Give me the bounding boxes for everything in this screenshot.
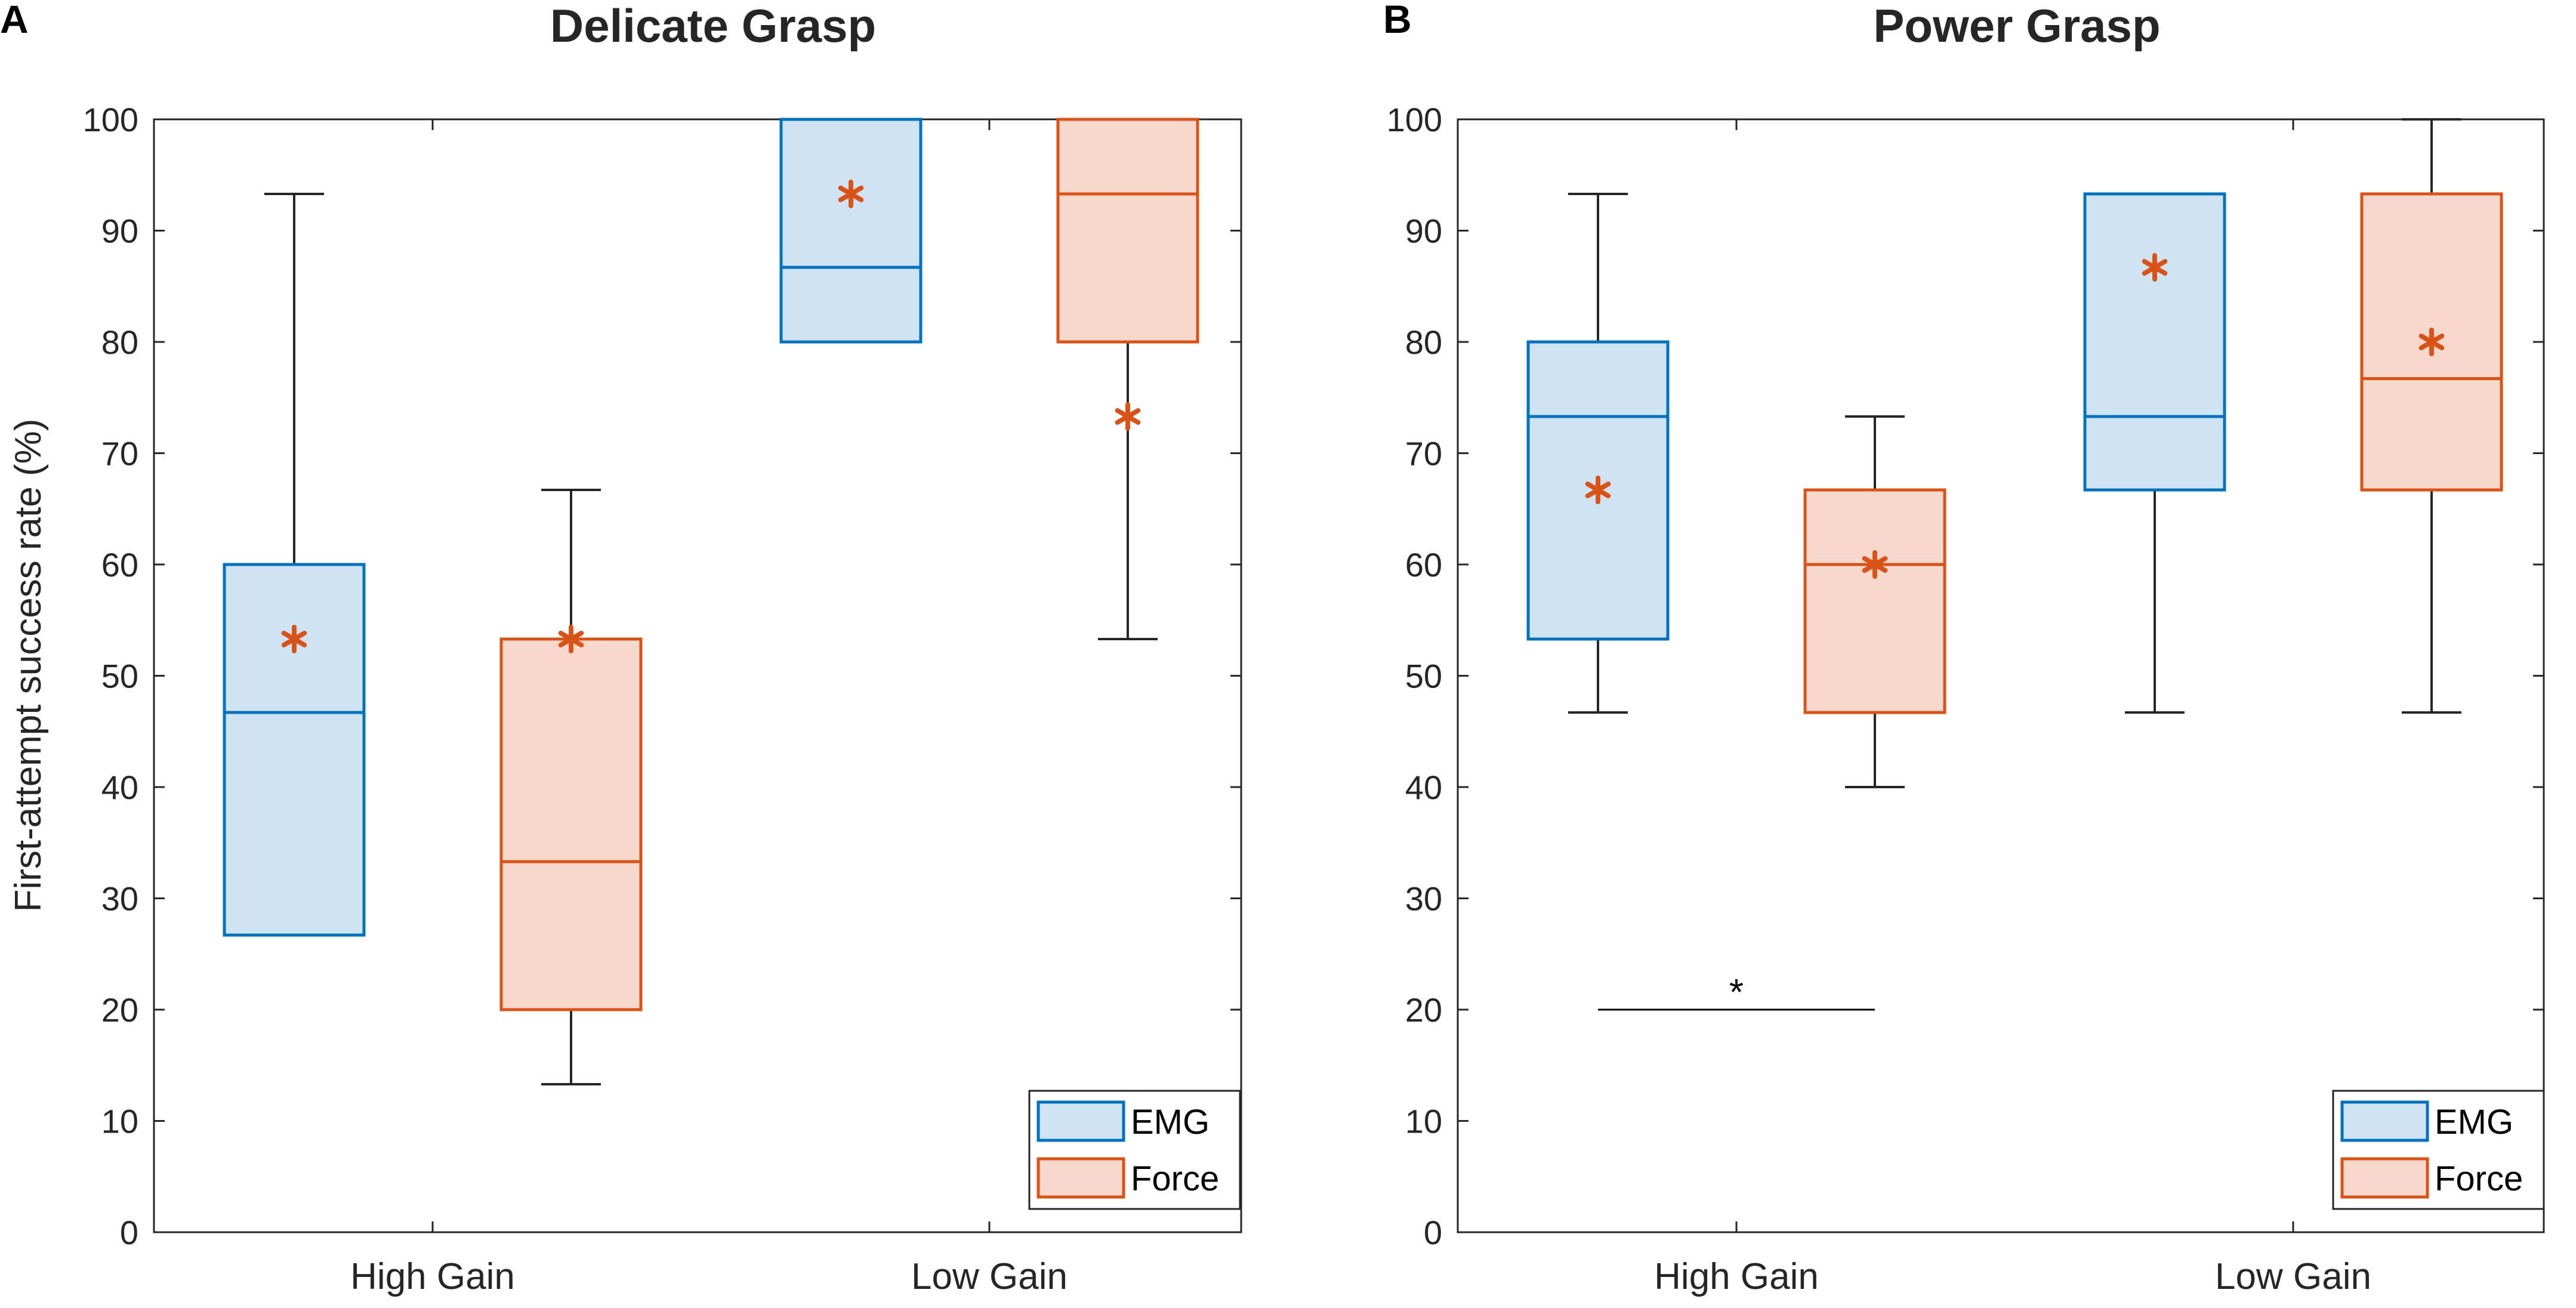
mean-marker-stroke	[1115, 408, 1141, 425]
y-tick-label: 20	[101, 991, 138, 1029]
force-mean-marker	[1862, 550, 1888, 579]
panel-b-plot: 0 10 20 30 40 50 60 70 80 90 100 High Gain Low Gain *	[1387, 101, 2545, 1297]
panel-a-legend-force-swatch	[1036, 1157, 1125, 1199]
mean-marker-stroke	[838, 185, 864, 202]
y-tick-label: 60	[101, 546, 138, 584]
panel-b-title: Power Grasp	[1873, 0, 2160, 52]
force-mean-marker	[558, 624, 584, 653]
y-tick-label: 80	[101, 323, 138, 361]
mean-marker-stroke	[558, 630, 584, 647]
emg-mean-marker	[838, 179, 864, 208]
panel-b-legend-emg-swatch	[2340, 1100, 2429, 1142]
x-category-label: Low Gain	[2215, 1256, 2371, 1297]
panel-b-legend-force-label: Force	[2435, 1159, 2523, 1198]
emg-box	[2083, 192, 2226, 492]
mean-marker-stroke	[2142, 259, 2168, 276]
panel-a-y-axis-label: First-attempt success rate (%)	[8, 419, 49, 912]
panel-b-legend-force-swatch	[2340, 1157, 2429, 1199]
y-tick-label: 30	[101, 880, 138, 918]
y-tick-label: 0	[1424, 1214, 1442, 1251]
y-tick-label: 10	[101, 1103, 138, 1140]
y-tick-label: 90	[1405, 212, 1442, 250]
force-box	[499, 637, 643, 1011]
emg-box	[223, 563, 366, 937]
y-tick-label: 70	[101, 435, 138, 473]
emg-mean-marker	[2142, 253, 2168, 282]
y-tick-label: 50	[1405, 658, 1442, 695]
x-category-label: High Gain	[350, 1256, 515, 1297]
panel-a: A Delicate Grasp First-attempt success r…	[0, 0, 1242, 1297]
mean-marker-stroke	[1862, 556, 1888, 573]
mean-marker-stroke	[281, 630, 307, 647]
panel-a-legend-emg-label: EMG	[1131, 1103, 1210, 1142]
emg-box	[779, 118, 923, 344]
x-category-label: Low Gain	[911, 1256, 1068, 1297]
y-tick-label: 0	[120, 1214, 138, 1251]
y-tick-label: 80	[1405, 323, 1442, 361]
panel-b: B Power Grasp 0 10 20 30 40 50 60 70 80 90 100 High…	[1383, 0, 2545, 1297]
panel-b-letter: B	[1383, 0, 1412, 41]
force-mean-marker	[1115, 402, 1141, 431]
y-tick-label: 40	[101, 769, 138, 806]
panel-a-legend: EMG Force	[1028, 1090, 1241, 1210]
y-tick-label: 30	[1405, 880, 1442, 918]
panel-a-letter: A	[0, 0, 29, 41]
panel-a-legend-emg-swatch	[1036, 1100, 1125, 1142]
y-tick-label: 50	[101, 658, 138, 695]
y-tick-label: 90	[101, 212, 138, 250]
force-box	[1803, 488, 1946, 714]
y-tick-label: 10	[1405, 1103, 1442, 1140]
y-tick-label: 40	[1405, 769, 1442, 806]
panel-a-legend-force-label: Force	[1131, 1159, 1219, 1198]
panel-b-legend-emg-label: EMG	[2435, 1103, 2513, 1142]
significance-star: *	[1729, 972, 1744, 1013]
emg-mean-marker	[1585, 476, 1611, 505]
y-tick-label: 100	[83, 101, 138, 138]
force-box	[1056, 118, 1199, 344]
mean-marker-stroke	[1585, 482, 1611, 499]
panel-a-plot: 0 10 20 30 40 50 60 70 80 90 100 High Gain Low Gain	[83, 101, 1242, 1297]
y-tick-label: 60	[1405, 546, 1442, 584]
panel-a-title: Delicate Grasp	[550, 0, 876, 52]
y-tick-label: 70	[1405, 435, 1442, 473]
panel-b-legend: EMG Force	[2332, 1090, 2545, 1210]
y-tick-label: 20	[1405, 991, 1442, 1029]
force-mean-marker	[2418, 328, 2445, 356]
mean-marker-stroke	[2418, 334, 2445, 350]
x-category-label: High Gain	[1654, 1256, 1819, 1297]
emg-mean-marker	[281, 624, 307, 653]
y-tick-label: 100	[1387, 101, 1442, 138]
